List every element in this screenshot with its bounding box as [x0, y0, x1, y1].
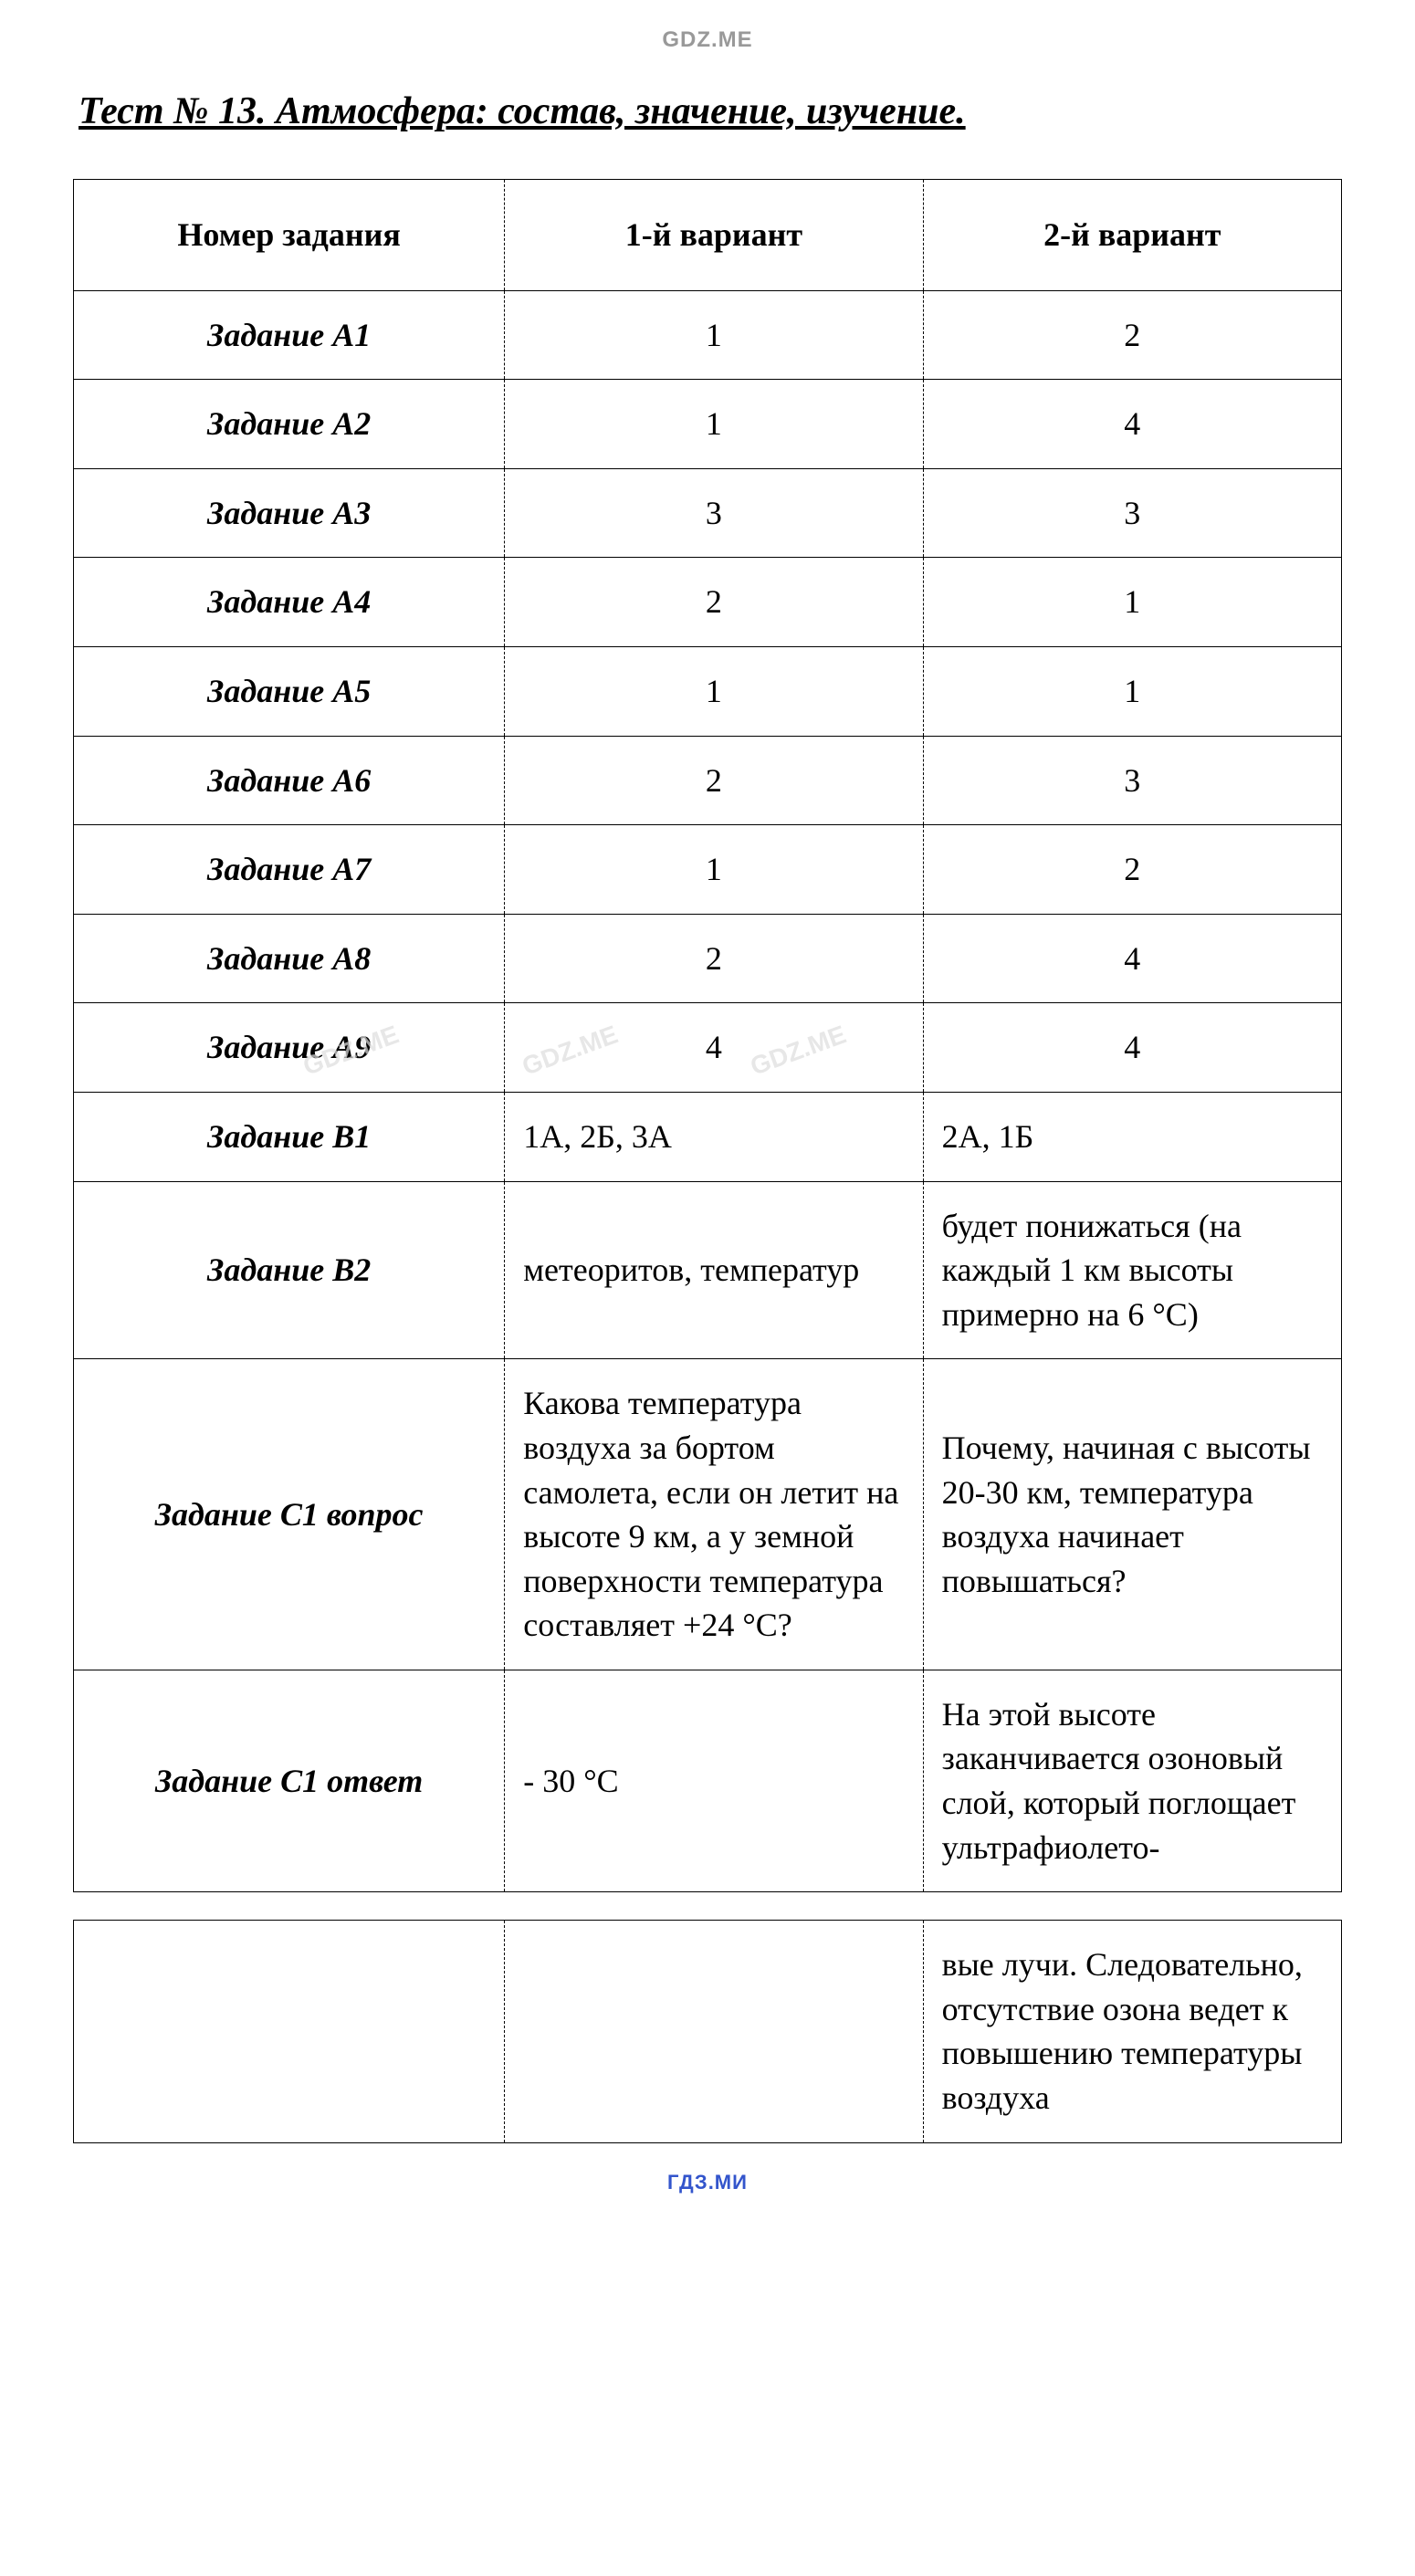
variant1-value: 1 [505, 290, 923, 380]
task-label [74, 1921, 505, 2142]
task-label: Задание А5 [74, 646, 505, 736]
variant1-value: 2 [505, 914, 923, 1003]
footer-logo: ГДЗ.МИ [73, 2171, 1342, 2194]
variant1-value: 1 [505, 646, 923, 736]
table-row: Задание С1 ответ- 30 °СНа этой высоте за… [74, 1670, 1342, 1891]
variant2-value: 2 [923, 825, 1341, 915]
variant2-value: 3 [923, 468, 1341, 558]
task-label: Задание А9 [74, 1003, 505, 1093]
col-header-variant1: 1-й вариант [505, 180, 923, 291]
variant2-value: будет понижаться (на каждый 1 км высоты … [923, 1181, 1341, 1359]
answers-table-2: вые лучи. Следовательно, отсутствие озон… [73, 1920, 1342, 2142]
variant1-value [505, 1921, 923, 2142]
task-label: Задание А7 [74, 825, 505, 915]
answers-table-1: Номер задания 1-й вариант 2-й вариант За… [73, 179, 1342, 1892]
table-row: Задание В2метеоритов, температурбудет по… [74, 1181, 1342, 1359]
variant2-value: 2А, 1Б [923, 1092, 1341, 1181]
task-label: Задание В1 [74, 1092, 505, 1181]
variant2-value: 2 [923, 290, 1341, 380]
variant2-value: 1 [923, 646, 1341, 736]
table-header-row: Номер задания 1-й вариант 2-й вариант [74, 180, 1342, 291]
variant2-value: 4 [923, 914, 1341, 1003]
variant2-value: 3 [923, 736, 1341, 825]
variant1-value: 2 [505, 736, 923, 825]
table-row: Задание С1 вопросКакова температура возд… [74, 1359, 1342, 1670]
table-row: Задание А333 [74, 468, 1342, 558]
table-row: Задание В11А, 2Б, 3А2А, 1Б [74, 1092, 1342, 1181]
variant2-value: На этой высоте заканчивается озоновый сл… [923, 1670, 1341, 1891]
task-label: Задание А2 [74, 380, 505, 469]
variant2-value: 1 [923, 558, 1341, 647]
table-row: Задание А824 [74, 914, 1342, 1003]
col-header-task: Номер задания [74, 180, 505, 291]
task-label: Задание А4 [74, 558, 505, 647]
task-label: Задание С1 вопрос [74, 1359, 505, 1670]
table-row: Задание А944 [74, 1003, 1342, 1093]
table-row: Задание А623 [74, 736, 1342, 825]
table-row: Задание А421 [74, 558, 1342, 647]
table-row: Задание А511 [74, 646, 1342, 736]
variant1-value: 1А, 2Б, 3А [505, 1092, 923, 1181]
table-row: Задание А214 [74, 380, 1342, 469]
task-label: Задание В2 [74, 1181, 505, 1359]
variant1-value: метеоритов, температур [505, 1181, 923, 1359]
variant1-value: 1 [505, 380, 923, 469]
col-header-variant2: 2-й вариант [923, 180, 1341, 291]
variant1-value: - 30 °С [505, 1670, 923, 1891]
page-title: Тест № 13. Атмосфера: состав, значение, … [79, 89, 1342, 133]
variant1-value: 2 [505, 558, 923, 647]
variant2-value: вые лучи. Следовательно, отсутствие озон… [923, 1921, 1341, 2142]
variant2-value: 4 [923, 1003, 1341, 1093]
task-label: Задание А1 [74, 290, 505, 380]
task-label: Задание А6 [74, 736, 505, 825]
table-row: вые лучи. Следовательно, отсутствие озон… [74, 1921, 1342, 2142]
header-logo: GDZ.ME [73, 27, 1342, 53]
variant2-value: 4 [923, 380, 1341, 469]
table-row: Задание А112 [74, 290, 1342, 380]
table-row: Задание А712 [74, 825, 1342, 915]
variant1-value: Какова температура воздуха за бортом сам… [505, 1359, 923, 1670]
variant1-value: 3 [505, 468, 923, 558]
task-label: Задание А8 [74, 914, 505, 1003]
variant1-value: 4 [505, 1003, 923, 1093]
task-label: Задание А3 [74, 468, 505, 558]
task-label: Задание С1 ответ [74, 1670, 505, 1891]
variant1-value: 1 [505, 825, 923, 915]
variant2-value: Почему, начиная с высоты 20-30 км, темпе… [923, 1359, 1341, 1670]
